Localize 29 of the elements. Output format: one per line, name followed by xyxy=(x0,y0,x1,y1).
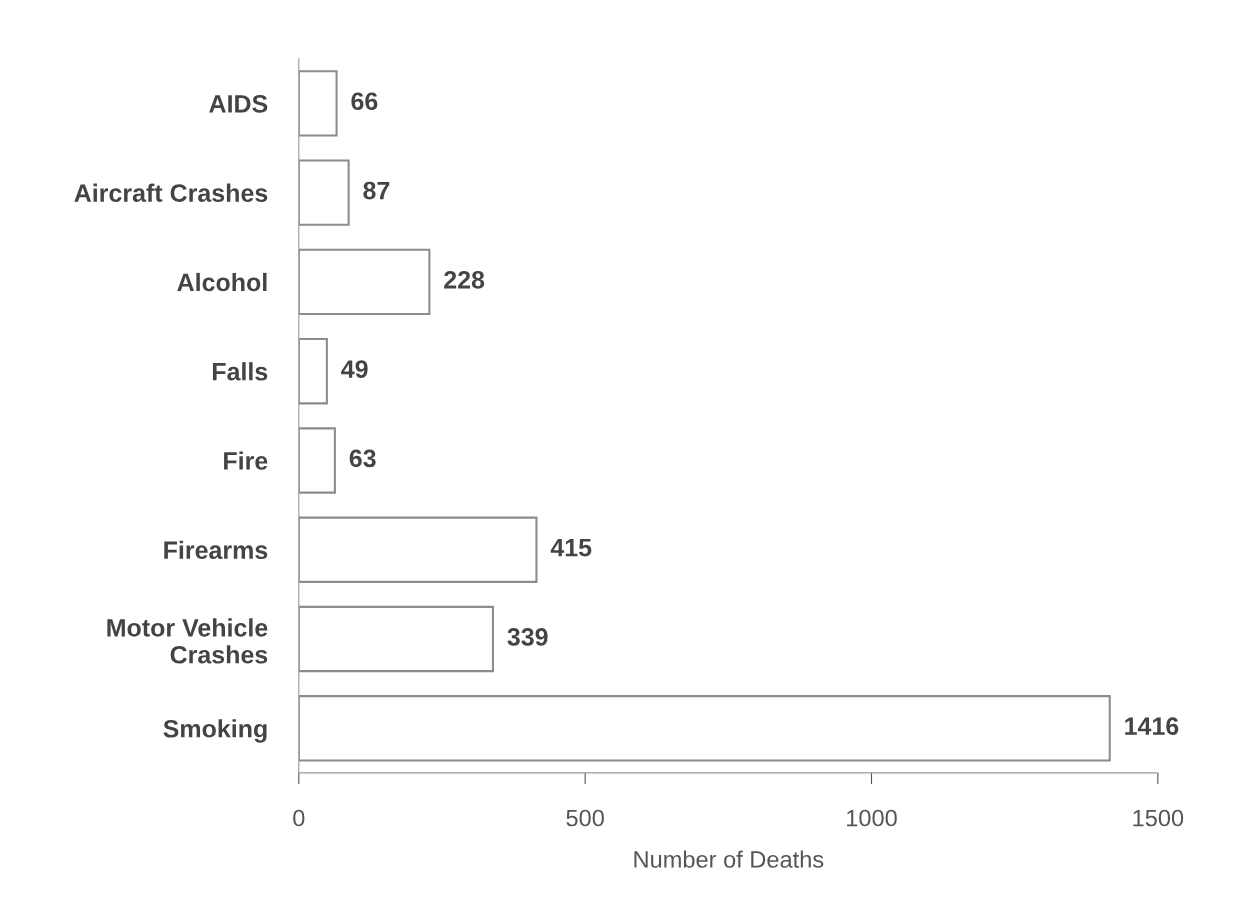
x-tick-label: 1000 xyxy=(847,809,897,827)
y-tick-label: Motor Vehicle Crashes xyxy=(107,618,268,664)
bar xyxy=(298,248,431,316)
y-tick-label: Falls xyxy=(212,362,268,381)
data-label: 87 xyxy=(363,181,390,200)
data-label: 66 xyxy=(351,92,378,111)
x-tick-label: 1500 xyxy=(1133,809,1184,827)
y-tick-label: Firearms xyxy=(164,540,268,560)
bar xyxy=(298,695,1111,762)
bar xyxy=(298,427,336,494)
data-label: 1416 xyxy=(1125,717,1179,735)
x-axis-title: Number of Deaths xyxy=(634,850,824,868)
y-tick-label: Fire xyxy=(224,451,268,470)
data-label: 228 xyxy=(444,270,485,289)
bar xyxy=(298,70,338,137)
data-label: 49 xyxy=(341,360,368,378)
y-tick-label: Smoking xyxy=(163,719,267,743)
y-tick-label: Alcohol xyxy=(177,272,267,292)
data-label: 63 xyxy=(349,449,376,468)
y-tick-label: AIDS xyxy=(209,95,268,113)
x-tick-label: 500 xyxy=(566,809,604,827)
bar xyxy=(298,605,494,673)
x-tick-label: 0 xyxy=(293,809,305,827)
y-tick-label: Aircraft Crashes xyxy=(74,183,268,202)
bar xyxy=(298,159,350,226)
data-label: 415 xyxy=(550,539,592,557)
bar xyxy=(298,516,538,583)
bar xyxy=(298,338,328,405)
data-label: 339 xyxy=(507,628,548,646)
